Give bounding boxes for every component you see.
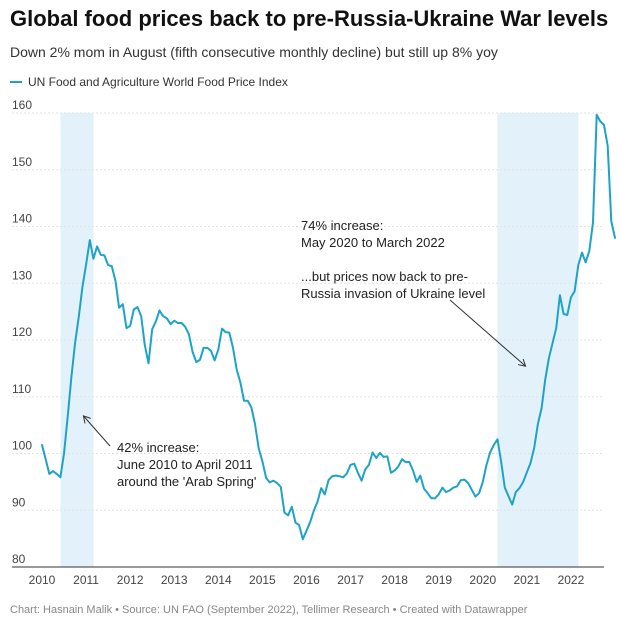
y-tick-label: 90 [12,495,26,509]
legend-label: UN Food and Agriculture World Food Price… [28,75,288,89]
x-tick-label: 2013 [161,573,188,587]
y-tick-label: 120 [12,325,32,339]
y-tick-label: 110 [12,382,31,396]
x-tick-label: 2012 [117,573,144,587]
y-tick-label: 150 [12,155,32,169]
x-tick-label: 2020 [469,573,496,587]
annotation-2: 74% increase: May 2020 to March 2022 ...b… [301,218,485,301]
x-tick-label: 2022 [558,573,585,587]
x-tick-label: 2018 [381,573,408,587]
chart-subtitle: Down 2% mom in August (fifth consecutive… [10,44,498,60]
x-tick-label: 2019 [425,573,452,587]
legend-swatch [10,81,22,83]
y-tick-label: 100 [12,439,32,453]
y-tick-label: 160 [12,98,32,112]
y-tick-label: 130 [12,268,32,282]
series-line-1 [41,113,616,541]
legend: UN Food and Agriculture World Food Price… [10,75,288,89]
x-tick-label: 2010 [29,573,56,587]
annotation-1: 42% increase: June 2010 to April 2011 arou… [117,440,256,489]
x-tick-label: 2015 [249,573,276,587]
annotation-arrow-1 [84,417,111,447]
y-tick-label: 80 [12,552,26,566]
chart-footer: Chart: Hasnain Malik • Source: UN FAO (S… [10,604,528,616]
y-tick-label: 140 [12,212,32,226]
x-tick-label: 2014 [205,573,232,587]
chart-title: Global food prices back to pre-Russia-Uk… [10,6,609,31]
annotation-arrow-2 [449,299,525,366]
x-tick-label: 2011 [73,573,99,587]
x-tick-label: 2016 [293,573,320,587]
x-tick-label: 2017 [337,573,364,587]
x-tick-label: 2021 [514,573,541,587]
